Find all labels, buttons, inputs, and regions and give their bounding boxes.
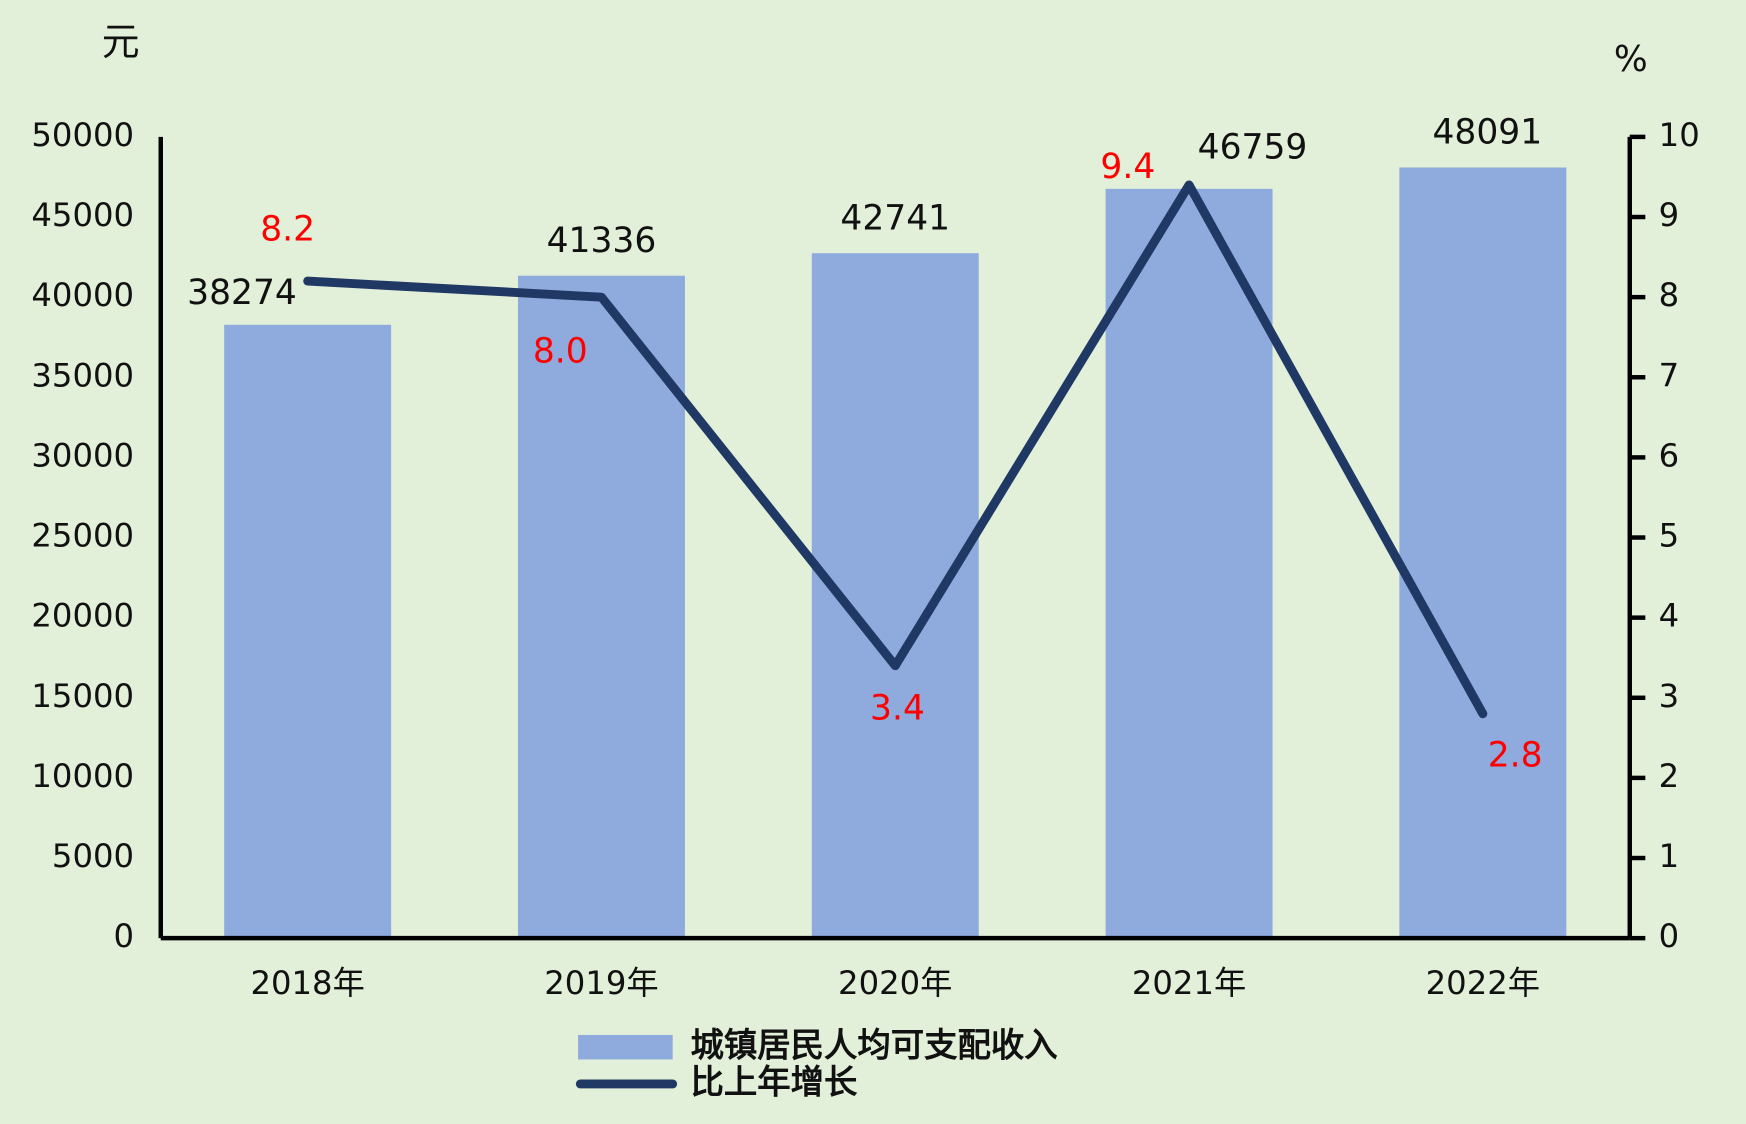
y2-tick-label: 2	[1659, 757, 1680, 795]
y-tick-label: 25000	[31, 517, 134, 555]
bar	[224, 324, 392, 939]
x-tick-label: 2022年	[1426, 964, 1540, 1002]
y-tick-label: 30000	[31, 436, 134, 474]
y-tick-label: 50000	[31, 116, 134, 154]
bar	[1399, 167, 1567, 939]
y2-axis-unit: %	[1614, 39, 1648, 80]
y-tick-label: 35000	[31, 356, 134, 394]
x-tick-label: 2019年	[544, 964, 658, 1002]
line-value-label: 9.4	[1100, 147, 1155, 187]
y2-tick-label: 4	[1659, 597, 1680, 635]
legend-swatch	[578, 1034, 673, 1060]
line-value-label: 8.2	[260, 210, 315, 250]
y2-tick-label: 0	[1659, 917, 1680, 955]
y2-tick-label: 1	[1659, 837, 1680, 875]
y2-tick-label: 6	[1659, 436, 1680, 474]
legend-label: 比上年增长	[690, 1062, 858, 1101]
y-tick-label: 20000	[31, 597, 134, 635]
y2-tick-label: 3	[1659, 677, 1680, 715]
bar-value-label: 48091	[1432, 113, 1542, 153]
bar-value-label: 38274	[187, 273, 297, 313]
line-value-label: 8.0	[533, 331, 588, 371]
y2-tick-label: 9	[1659, 196, 1680, 234]
y-tick-label: 0	[114, 917, 135, 955]
bar-value-label: 41336	[547, 221, 657, 261]
bar-value-label: 46759	[1198, 127, 1308, 167]
bar	[1105, 188, 1273, 939]
line	[303, 180, 1488, 719]
y-tick-label: 40000	[31, 276, 134, 314]
legend-label: 城镇居民人均可支配收入	[690, 1026, 1057, 1065]
x-tick-label: 2021年	[1132, 964, 1246, 1002]
y-axis-unit: 元	[102, 20, 140, 64]
y2-tick-label: 7	[1659, 356, 1680, 394]
x-tick-label: 2020年	[838, 964, 952, 1002]
x-tick-label: 2018年	[250, 964, 364, 1002]
bar	[517, 275, 685, 939]
y2-tick-label: 8	[1659, 276, 1680, 314]
line-value-label: 2.8	[1488, 736, 1543, 776]
y-tick-label: 10000	[31, 757, 134, 795]
y2-tick-label: 10	[1659, 116, 1700, 154]
y-tick-label: 5000	[52, 837, 134, 875]
y-tick-label: 45000	[31, 196, 134, 234]
line-value-label: 3.4	[870, 689, 925, 729]
bar-value-label: 42741	[840, 198, 950, 238]
y-tick-label: 15000	[31, 677, 134, 715]
y2-tick-label: 5	[1659, 517, 1680, 555]
